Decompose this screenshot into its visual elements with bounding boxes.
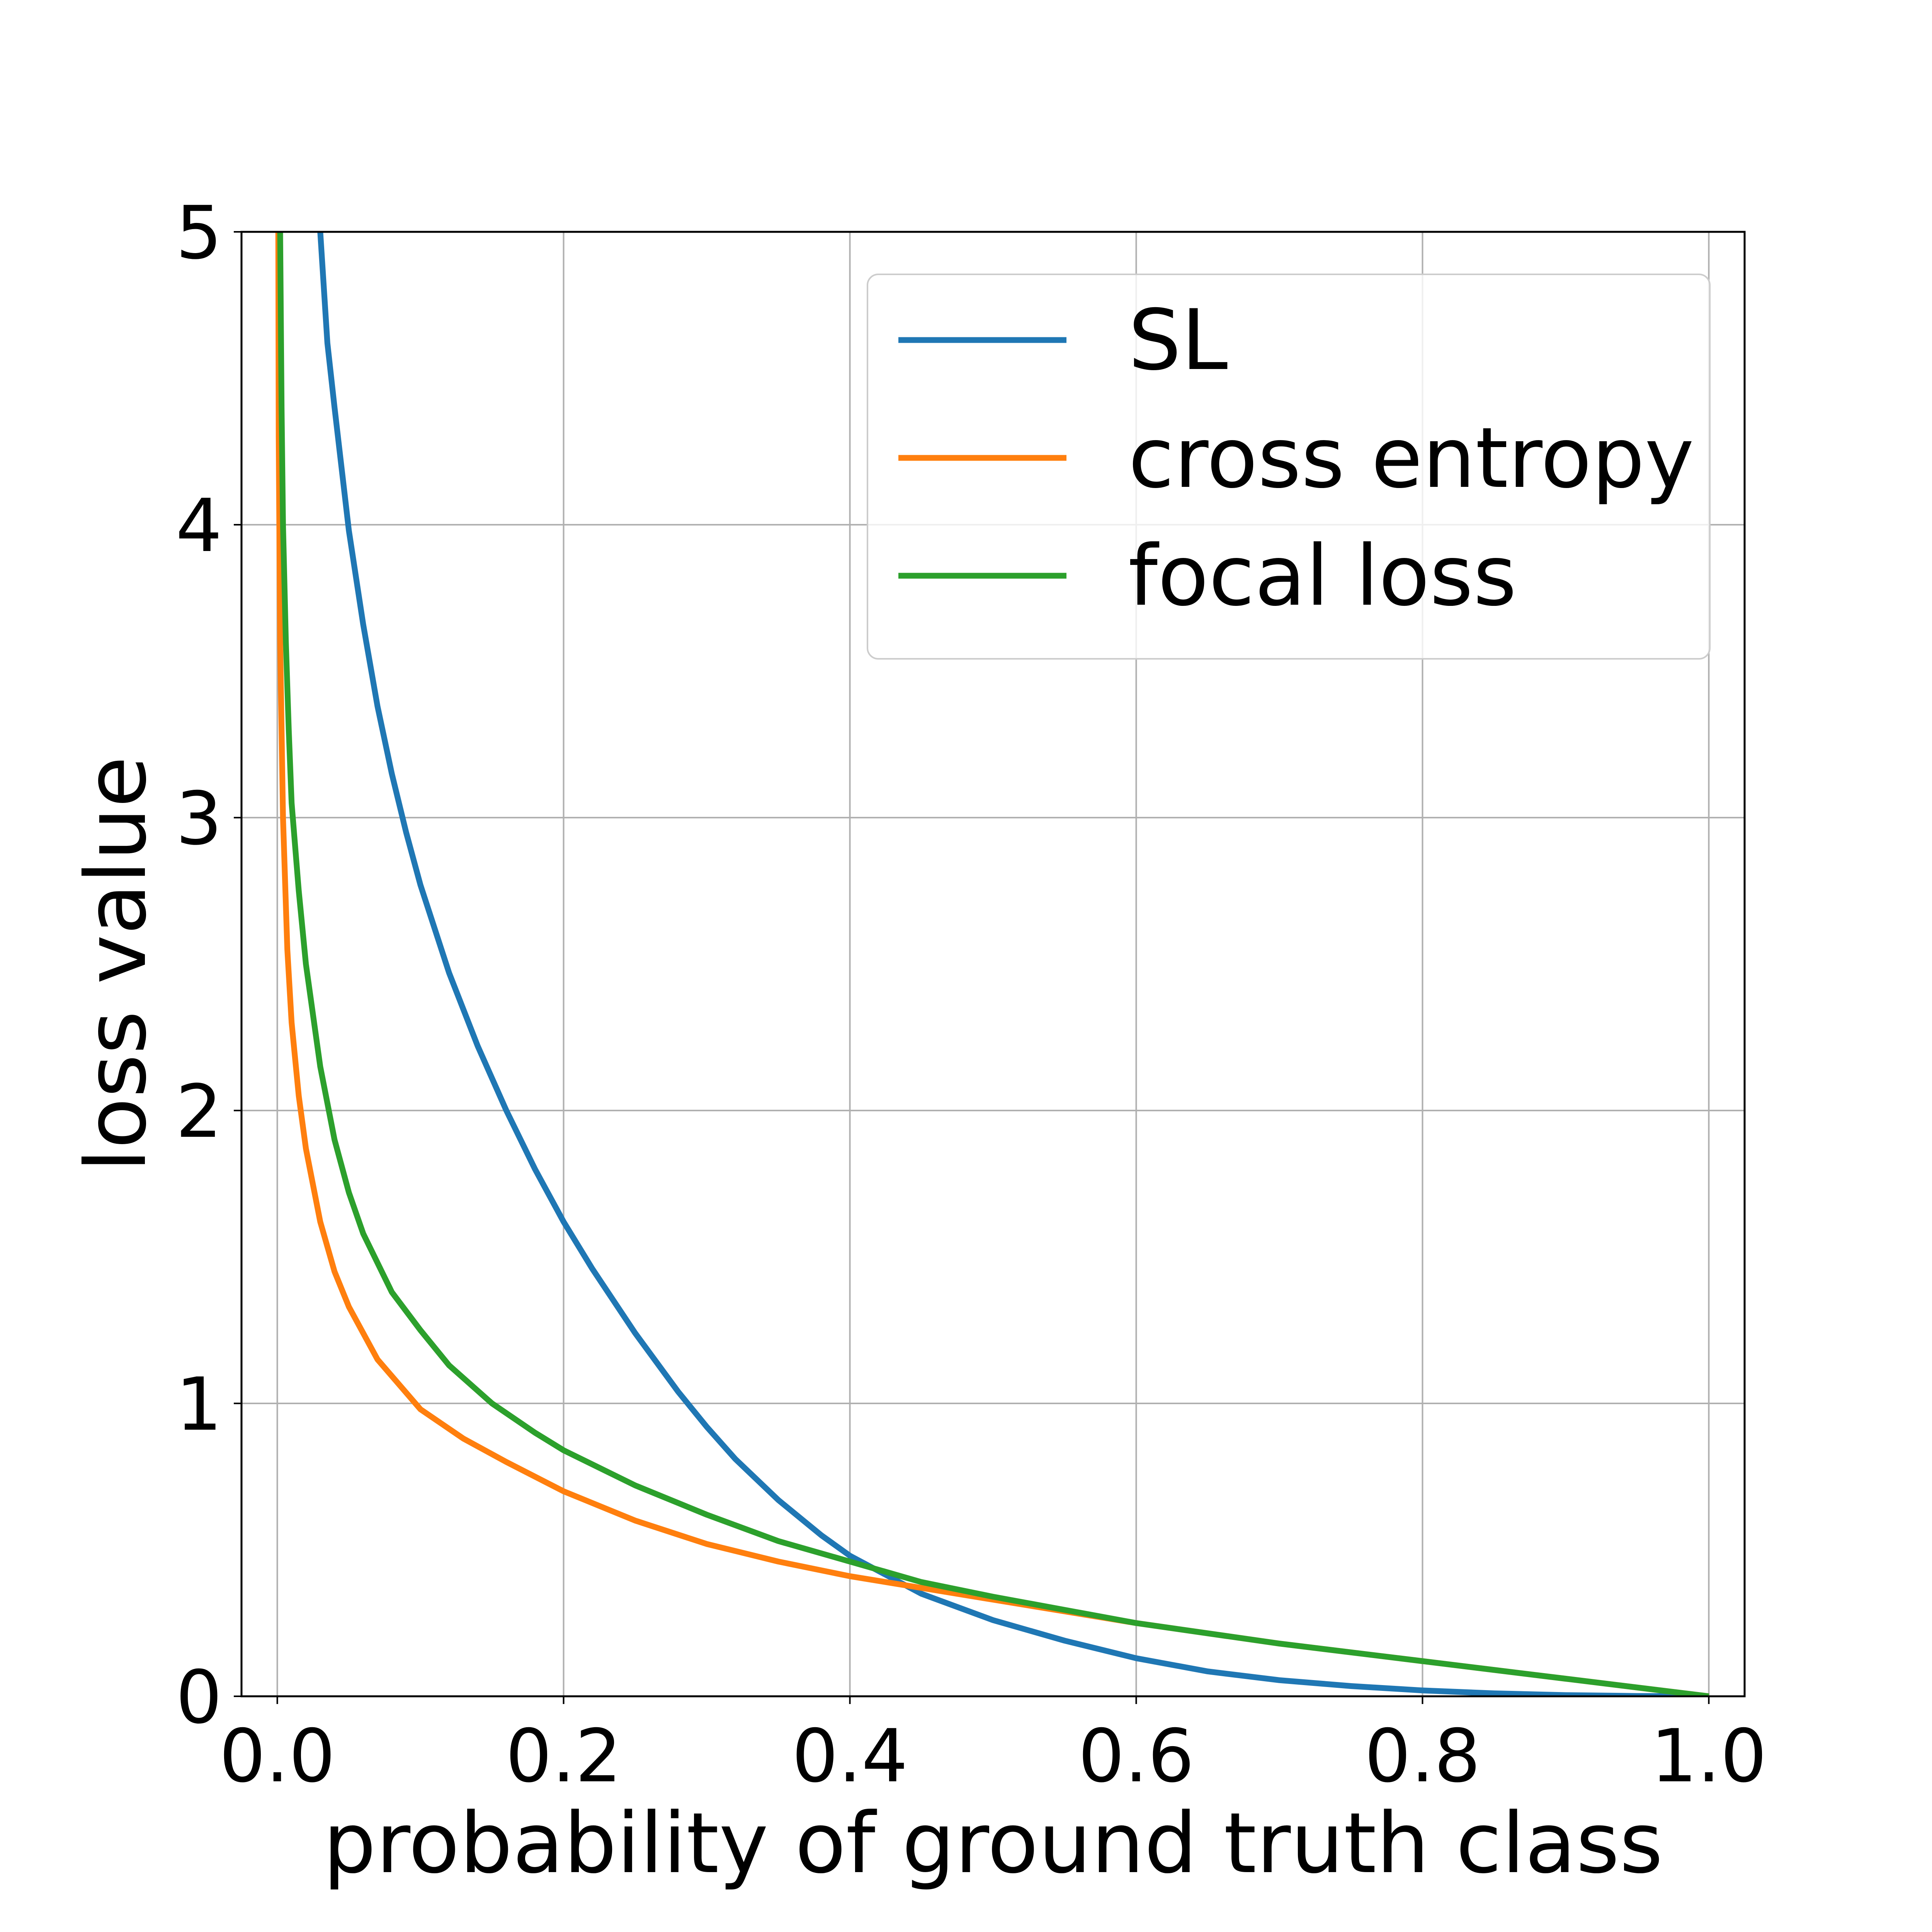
axis-ticks: 0.0 0.2 0.4 0.6 0.8 1.0 0 1 2 3 4 5 <box>176 190 1767 1799</box>
y-tick-label: 0 <box>176 1655 222 1740</box>
x-tick-label: 0.2 <box>505 1714 622 1799</box>
y-tick-label: 3 <box>176 776 222 861</box>
x-tick-label: 0.0 <box>219 1714 335 1799</box>
x-axis-label: probability of ground truth class <box>323 1795 1663 1892</box>
legend-label-cross-entropy: cross entropy <box>1128 410 1694 507</box>
x-tick-label: 1.0 <box>1651 1714 1767 1799</box>
x-tick-label: 0.4 <box>792 1714 908 1799</box>
y-tick-label: 5 <box>176 190 222 276</box>
legend-box <box>867 274 1711 660</box>
y-tick-label: 4 <box>176 483 222 568</box>
legend: SL cross entropy focal loss <box>867 274 1711 660</box>
legend-label-sl: SL <box>1128 292 1228 389</box>
x-tick-label: 0.6 <box>1078 1714 1194 1799</box>
series-line-focal-loss <box>277 232 1709 1696</box>
legend-label-focal-loss: focal loss <box>1128 527 1517 624</box>
x-tick-label: 0.8 <box>1364 1714 1481 1799</box>
series-lines <box>275 232 1709 1696</box>
plot-frame <box>240 231 1746 1697</box>
y-axis-label: loss value <box>68 756 165 1172</box>
y-tick-label: 2 <box>176 1069 222 1154</box>
y-tick-label: 1 <box>176 1362 222 1447</box>
series-line-sl <box>317 232 1709 1696</box>
